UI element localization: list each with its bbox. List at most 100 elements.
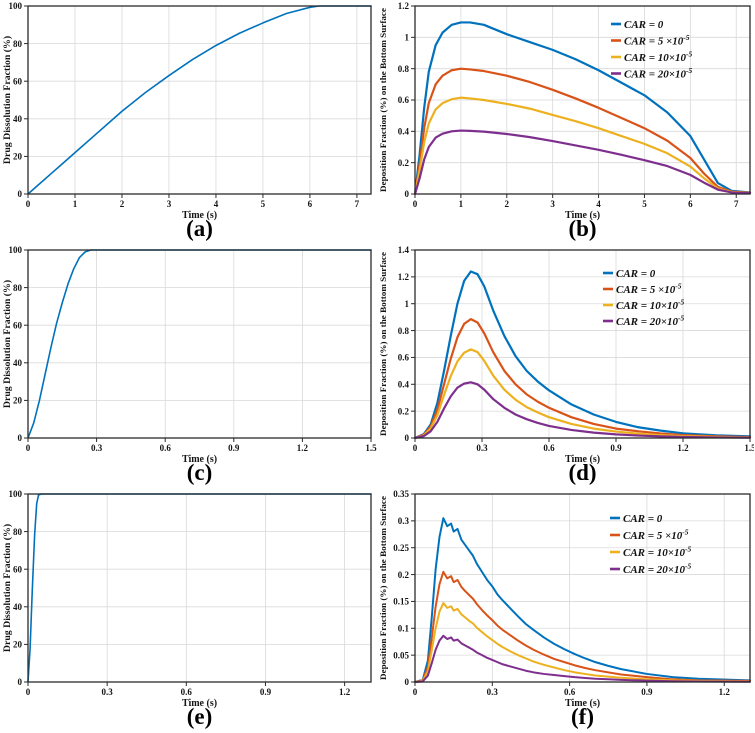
x-tick-label: 0.3 xyxy=(91,443,103,453)
y-tick-label: 1.2 xyxy=(398,1,410,11)
subplot-caption: (e) xyxy=(187,704,213,729)
y-tick-label: 0.6 xyxy=(398,95,410,105)
series-line-car-0 xyxy=(414,517,751,683)
legend-entry: CAR = 20×10-5 xyxy=(623,561,692,576)
legend-entry: CAR = 0 xyxy=(624,19,664,31)
y-tick-label: 1 xyxy=(405,299,410,309)
y-tick-label: 0.35 xyxy=(393,489,409,499)
x-tick-label: 7 xyxy=(734,199,739,209)
subplot-c: 0 0.3 0.6 0.9 1.2 1.5 0 20 40 60 80 100 Time (s) Drug… xyxy=(0,244,377,488)
series-line-car-0 xyxy=(413,270,752,440)
x-tick-label: 0.6 xyxy=(160,443,172,453)
y-axis-label: Deposition Fraction (%) on the Bottom Su… xyxy=(378,252,388,436)
series-line-car-20-10 xyxy=(413,129,752,196)
y-axis-label: Drug Dissolution Fraction (%) xyxy=(2,524,13,652)
axes-box xyxy=(414,249,751,439)
subplot-caption: (b) xyxy=(568,216,596,241)
x-axis-label: Time (s) xyxy=(182,210,217,221)
series-line-car-20-10 xyxy=(413,381,752,440)
x-tick-label: 0.9 xyxy=(228,443,240,453)
x-tick-label: 6 xyxy=(688,199,693,209)
y-tick-label: 0 xyxy=(405,433,410,443)
x-tick-label: 5 xyxy=(642,199,647,209)
subplot-c-chart: 0 0.3 0.6 0.9 1.2 1.5 0 20 40 60 80 100 Time (s) Drug… xyxy=(2,245,377,485)
x-axis-label: Time (s) xyxy=(182,454,217,465)
x-tick-label: 0.9 xyxy=(610,443,622,453)
series-line-car-0 xyxy=(413,21,752,196)
y-tick-label: 100 xyxy=(9,1,23,11)
series-line-car-10-10 xyxy=(413,96,752,196)
subplot-b: 0 1 2 3 4 5 6 7 0 0.2 0.4 0.6 0.8 1 1.2 Time (s) Deposit… xyxy=(377,0,755,244)
legend-entry: CAR = 10×10-5 xyxy=(623,544,692,559)
x-tick-label: 6 xyxy=(308,199,313,209)
y-tick-label: 1.4 xyxy=(398,245,410,255)
y-tick-label: 40 xyxy=(13,114,23,124)
legend-entry: CAR = 10×10-5 xyxy=(624,49,693,64)
y-tick-label: 40 xyxy=(13,602,23,612)
legend-entry: CAR = 5 ×10-5 xyxy=(624,33,690,48)
legend-entry: CAR = 5 ×10-5 xyxy=(623,527,689,542)
series-line-car-5-10 xyxy=(413,67,752,196)
x-axis-label: Time (s) xyxy=(565,210,600,221)
x-tick-label: 1.2 xyxy=(719,687,731,697)
x-tick-label: 2 xyxy=(505,199,510,209)
series-line-car-5-10 xyxy=(414,570,751,683)
x-tick-label: 2 xyxy=(120,199,125,209)
axes-box xyxy=(27,5,372,195)
subplot-b-chart: 0 1 2 3 4 5 6 7 0 0.2 0.4 0.6 0.8 1 1.2 Time (s) Deposit… xyxy=(378,1,752,241)
x-tick-label: 0.6 xyxy=(564,687,576,697)
subplot-e: 0 0.3 0.6 0.9 1.2 0 20 40 60 80 100 Time (s) Drug Di… xyxy=(0,488,377,733)
x-tick-label: 1.2 xyxy=(677,443,689,453)
y-tick-label: 0.4 xyxy=(398,127,410,137)
subplot-e-chart: 0 0.3 0.6 0.9 1.2 0 20 40 60 80 100 Time (s) Drug Di… xyxy=(2,489,372,729)
y-tick-label: 1 xyxy=(405,33,410,43)
y-tick-label: 80 xyxy=(13,527,23,537)
subplot-a-chart: 0 1 2 3 4 5 6 7 0 20 40 60 80 100 Time (s) Drug Dissolu… xyxy=(2,1,372,241)
y-tick-label: 80 xyxy=(13,283,23,293)
y-tick-label: 0.2 xyxy=(398,406,410,416)
y-tick-label: 100 xyxy=(9,245,23,255)
series-line-car-20-10 xyxy=(414,634,751,683)
x-tick-label: 0 xyxy=(26,687,31,697)
x-tick-label: 0.6 xyxy=(543,443,555,453)
series-line-car-10-10 xyxy=(414,602,751,683)
axes-box xyxy=(27,249,372,439)
y-tick-label: 20 xyxy=(13,396,23,406)
x-tick-label: 5 xyxy=(261,199,266,209)
y-axis-label: Deposition Fraction (%) on the Bottom Su… xyxy=(378,496,388,680)
y-tick-label: 60 xyxy=(13,320,23,330)
x-tick-label: 0.9 xyxy=(260,687,272,697)
legend-entry: CAR = 5 ×10-5 xyxy=(616,281,682,296)
x-axis-label: Time (s) xyxy=(565,454,600,465)
y-tick-label: 0.4 xyxy=(398,379,410,389)
y-tick-label: 0.1 xyxy=(398,623,410,633)
x-tick-label: 0 xyxy=(26,443,31,453)
y-tick-label: 0 xyxy=(18,189,23,199)
subplot-caption: (d) xyxy=(568,460,596,485)
y-tick-label: 60 xyxy=(13,76,23,86)
y-tick-label: 0 xyxy=(405,189,410,199)
y-tick-label: 0.15 xyxy=(393,597,409,607)
legend-entry: CAR = 20×10-5 xyxy=(624,66,693,81)
x-tick-label: 3 xyxy=(550,199,555,209)
x-tick-label: 0.3 xyxy=(487,687,499,697)
legend-entry: CAR = 0 xyxy=(616,268,656,280)
y-tick-label: 80 xyxy=(13,39,23,49)
x-tick-label: 1.2 xyxy=(297,443,309,453)
x-tick-label: 4 xyxy=(596,199,601,209)
x-axis-label: Time (s) xyxy=(182,698,217,709)
subplot-f-chart: 0 0.3 0.6 0.9 1.2 0 0.05 0.1 0.15 0.2 0.25 0.3 0.35 T… xyxy=(378,489,751,729)
x-tick-label: 0 xyxy=(413,687,418,697)
x-tick-label: 0 xyxy=(26,199,31,209)
x-tick-label: 0.3 xyxy=(102,687,114,697)
legend-entry: CAR = 20×10-5 xyxy=(616,313,685,328)
y-tick-label: 0 xyxy=(405,677,410,687)
y-axis-label: Drug Dissolution Fraction (%) xyxy=(2,280,13,408)
x-tick-label: 1.2 xyxy=(339,687,351,697)
series-line-car-10-10 xyxy=(413,348,752,440)
series-line-drug-dissolution-fraction xyxy=(27,5,372,195)
series-line-car-5-10 xyxy=(413,318,752,440)
y-tick-label: 1.2 xyxy=(398,272,410,282)
x-tick-label: 4 xyxy=(214,199,219,209)
